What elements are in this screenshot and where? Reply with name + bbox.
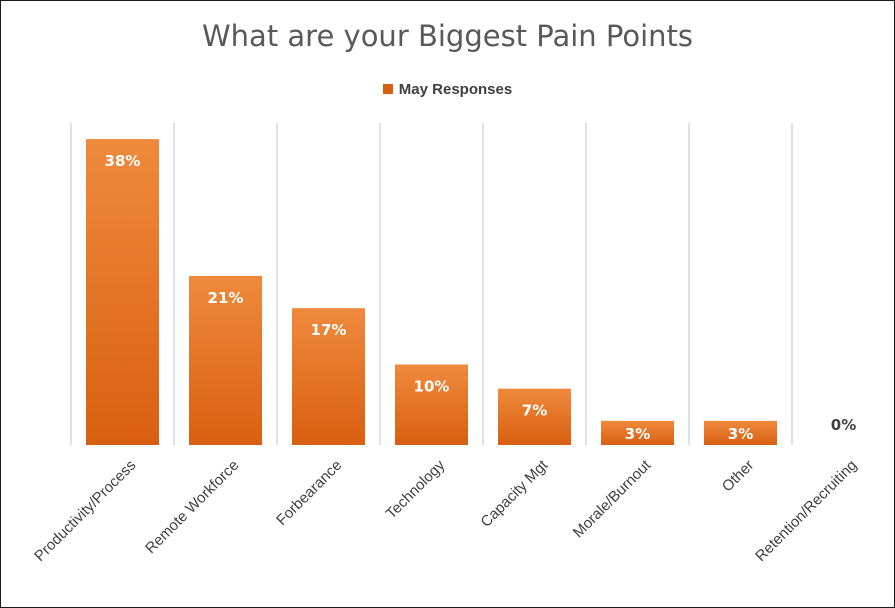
category-label: Forbearance (273, 457, 345, 529)
legend: May Responses (1, 81, 894, 98)
data-label: 10% (414, 378, 450, 396)
data-label: 38% (105, 152, 141, 170)
category-label: Technology (383, 456, 449, 522)
bar-other (704, 420, 777, 445)
category-label: Capacity Mgt (477, 456, 552, 531)
category-label: Retention/Recruiting (752, 457, 860, 565)
data-label: 17% (311, 321, 347, 339)
bar-technology (395, 364, 468, 445)
legend-swatch (382, 84, 393, 94)
bar-productivity-process (86, 139, 159, 445)
data-label: 3% (728, 425, 753, 443)
bar-forbearance (292, 308, 365, 445)
bar-morale-burnout (601, 420, 674, 445)
data-label: 0% (831, 416, 856, 434)
category-label: Other (719, 457, 758, 496)
category-label: Productivity/Process (31, 457, 139, 565)
data-label: 3% (625, 425, 650, 443)
legend-label: May Responses (398, 81, 513, 98)
data-label: 7% (522, 402, 547, 420)
chart-title: What are your Biggest Pain Points (202, 19, 693, 53)
data-label: 21% (208, 289, 244, 307)
bar-capacity-mgt (498, 388, 571, 445)
category-label: Remote Workforce (142, 457, 242, 557)
bar-remote-workforce (189, 275, 262, 445)
category-label: Morale/Burnout (570, 456, 655, 541)
